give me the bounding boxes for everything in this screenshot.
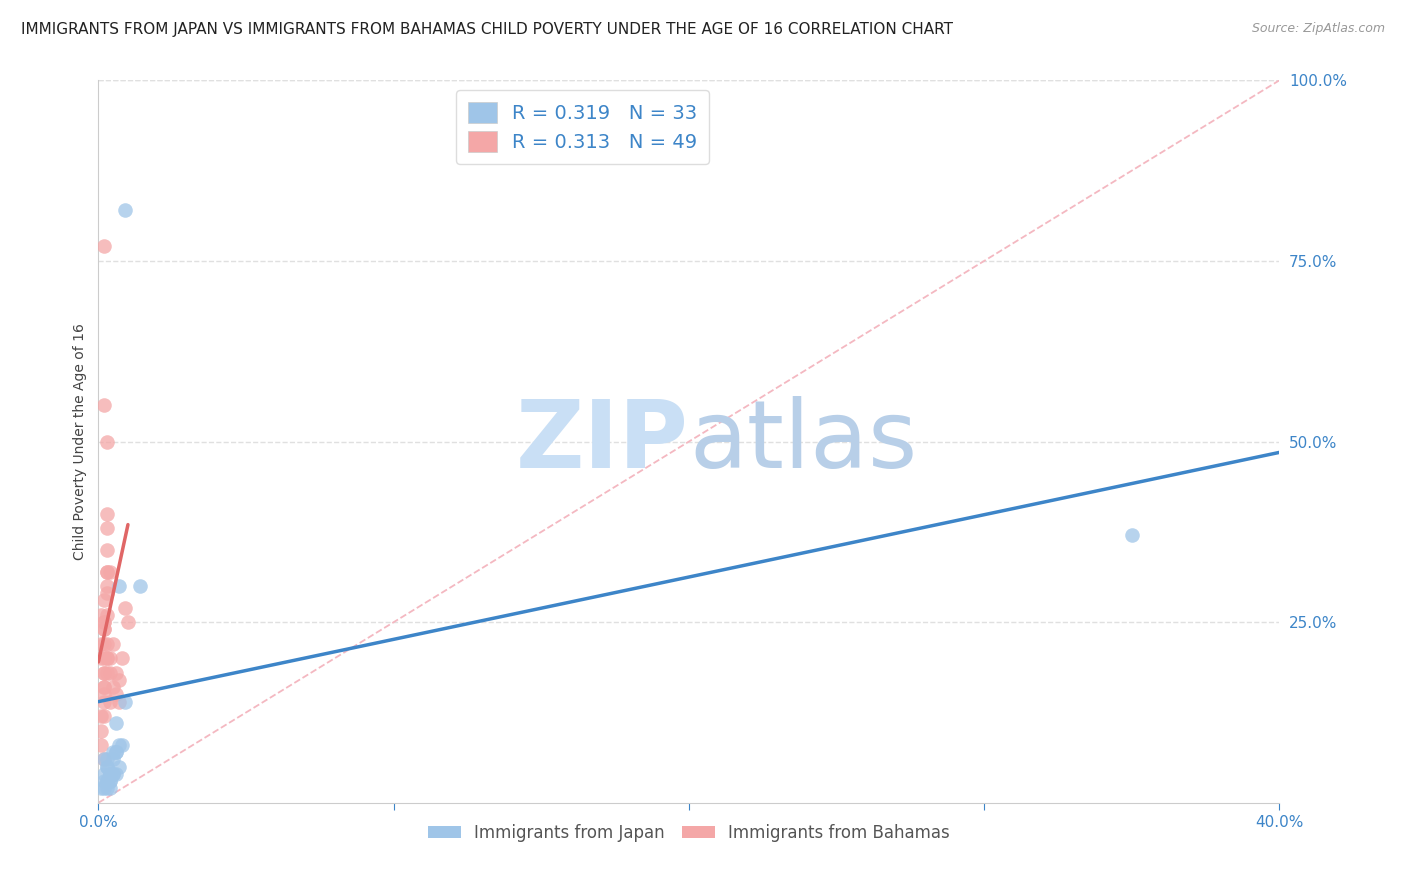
Point <box>128 579 150 593</box>
Point <box>105 687 128 701</box>
Point <box>105 665 128 680</box>
Point <box>93 695 115 709</box>
Point <box>96 651 118 665</box>
Point <box>90 637 112 651</box>
Point <box>93 623 115 637</box>
Point <box>93 593 115 607</box>
Point <box>93 239 115 253</box>
Point <box>93 680 115 694</box>
Point <box>103 745 125 759</box>
Point <box>96 781 118 796</box>
Text: atlas: atlas <box>689 395 917 488</box>
Point <box>111 738 134 752</box>
Point <box>117 615 139 630</box>
Point <box>96 565 118 579</box>
Point <box>98 565 121 579</box>
Point <box>90 781 112 796</box>
Point <box>108 579 131 593</box>
Point <box>96 752 118 766</box>
Point <box>103 752 125 766</box>
Point <box>90 709 112 723</box>
Point <box>93 774 115 789</box>
Point <box>98 767 121 781</box>
Point <box>108 760 131 774</box>
Point <box>96 434 118 449</box>
Point <box>93 665 115 680</box>
Point <box>105 745 128 759</box>
Point <box>111 651 134 665</box>
Point <box>1121 528 1143 542</box>
Point <box>93 398 115 412</box>
Point <box>96 565 118 579</box>
Point <box>96 760 118 774</box>
Point <box>98 665 121 680</box>
Point <box>98 695 121 709</box>
Point <box>93 651 115 665</box>
Point <box>90 738 112 752</box>
Point <box>96 579 118 593</box>
Point <box>98 781 121 796</box>
Point <box>93 615 115 630</box>
Point <box>114 600 136 615</box>
Point <box>93 752 115 766</box>
Text: IMMIGRANTS FROM JAPAN VS IMMIGRANTS FROM BAHAMAS CHILD POVERTY UNDER THE AGE OF : IMMIGRANTS FROM JAPAN VS IMMIGRANTS FROM… <box>21 22 953 37</box>
Point <box>103 680 125 694</box>
Point <box>93 615 115 630</box>
Point <box>93 781 115 796</box>
Point <box>108 673 131 687</box>
Legend: Immigrants from Japan, Immigrants from Bahamas: Immigrants from Japan, Immigrants from B… <box>420 817 957 848</box>
Point <box>105 767 128 781</box>
Point <box>96 774 118 789</box>
Point <box>93 709 115 723</box>
Y-axis label: Child Poverty Under the Age of 16: Child Poverty Under the Age of 16 <box>73 323 87 560</box>
Point <box>103 637 125 651</box>
Point <box>90 607 112 622</box>
Point <box>98 767 121 781</box>
Point <box>114 203 136 218</box>
Point <box>93 665 115 680</box>
Point <box>96 542 118 557</box>
Text: Source: ZipAtlas.com: Source: ZipAtlas.com <box>1251 22 1385 36</box>
Point <box>93 637 115 651</box>
Point <box>105 745 128 759</box>
Point <box>96 521 118 535</box>
Text: ZIP: ZIP <box>516 395 689 488</box>
Point <box>96 586 118 600</box>
Point <box>96 507 118 521</box>
Point <box>103 767 125 781</box>
Point <box>96 774 118 789</box>
Point <box>96 637 118 651</box>
Point <box>93 623 115 637</box>
Point <box>108 738 131 752</box>
Point <box>103 767 125 781</box>
Point <box>96 665 118 680</box>
Point <box>96 760 118 774</box>
Point <box>98 774 121 789</box>
Point <box>105 716 128 731</box>
Point <box>108 695 131 709</box>
Point <box>93 680 115 694</box>
Point <box>93 752 115 766</box>
Point <box>90 651 112 665</box>
Point <box>96 651 118 665</box>
Point <box>96 607 118 622</box>
Point <box>98 767 121 781</box>
Point <box>90 723 112 738</box>
Point <box>98 651 121 665</box>
Point <box>98 774 121 789</box>
Point <box>114 695 136 709</box>
Point <box>93 687 115 701</box>
Point <box>93 767 115 781</box>
